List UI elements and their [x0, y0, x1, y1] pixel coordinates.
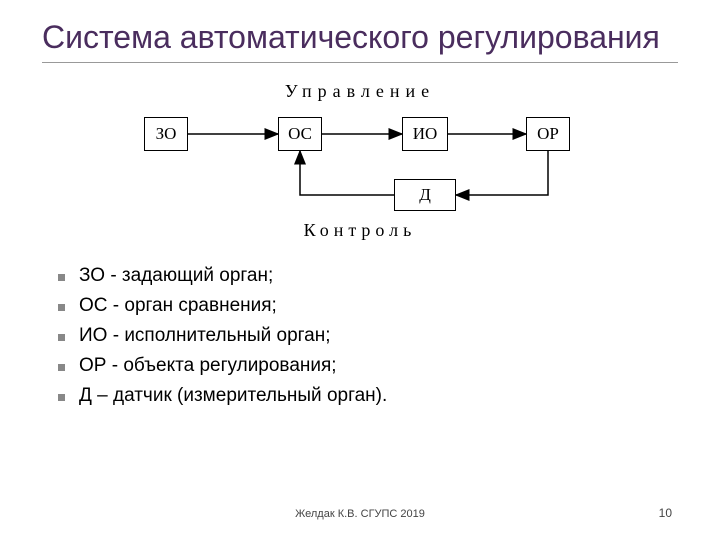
bullet-icon — [58, 364, 65, 371]
bullet-icon — [58, 394, 65, 401]
legend-text: ОС - орган сравнения; — [79, 295, 277, 317]
diagram-label-bottom: Контроль — [130, 220, 590, 241]
legend-text: ЗО - задающий орган; — [79, 265, 273, 287]
node-os: ОС — [278, 117, 322, 151]
legend-item: ОС - орган сравнения; — [58, 295, 720, 317]
edge-d-os — [300, 151, 394, 195]
node-zo: ЗО — [144, 117, 188, 151]
legend-item: ОР - объекта регулирования; — [58, 355, 720, 377]
title-underline — [42, 62, 678, 63]
legend-text: ОР - объекта регулирования; — [79, 355, 337, 377]
bullet-icon — [58, 304, 65, 311]
node-io: ИО — [402, 117, 448, 151]
bullet-icon — [58, 334, 65, 341]
page-number: 10 — [659, 506, 672, 520]
legend: ЗО - задающий орган; ОС - орган сравнения… — [58, 265, 720, 407]
node-or: ОР — [526, 117, 570, 151]
legend-item: Д – датчик (измерительный орган). — [58, 385, 720, 407]
legend-item: ЗО - задающий орган; — [58, 265, 720, 287]
edge-or-d — [456, 151, 548, 195]
control-diagram: Управление ЗООСИООРД Контроль — [130, 81, 590, 241]
footer: Желдак К.В. СГУПС 2019 10 — [0, 508, 720, 520]
legend-item: ИО - исполнительный орган; — [58, 325, 720, 347]
legend-text: ИО - исполнительный орган; — [79, 325, 331, 347]
node-d: Д — [394, 179, 456, 211]
page-title: Система автоматического регулирования — [0, 0, 720, 56]
footer-text: Желдак К.В. СГУПС 2019 — [0, 508, 720, 520]
bullet-icon — [58, 274, 65, 281]
legend-text: Д – датчик (измерительный орган). — [79, 385, 387, 407]
diagram-arrows — [130, 81, 590, 241]
